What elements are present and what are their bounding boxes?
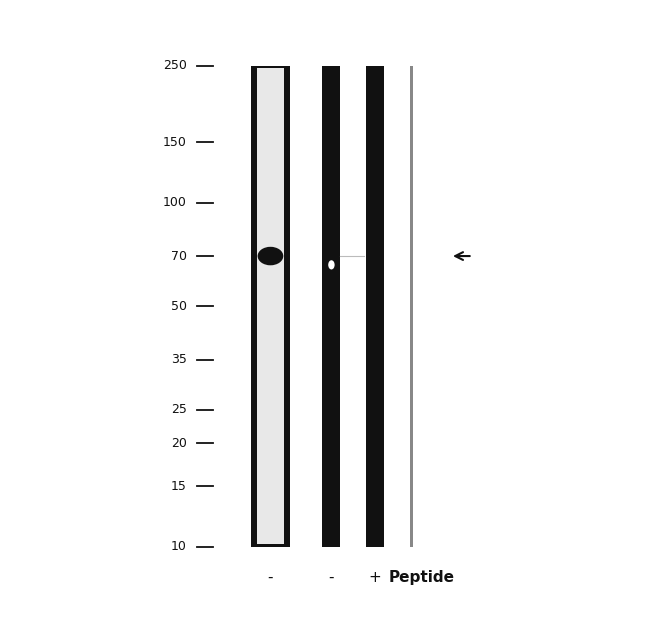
Text: Peptide: Peptide — [388, 570, 454, 585]
Ellipse shape — [328, 260, 335, 269]
Text: +: + — [369, 570, 382, 585]
Bar — [251, 66, 290, 547]
Text: 70: 70 — [171, 249, 187, 262]
Text: 150: 150 — [163, 136, 187, 149]
Bar — [257, 68, 284, 544]
Text: 10: 10 — [171, 541, 187, 553]
Text: -: - — [268, 570, 273, 585]
Text: 25: 25 — [171, 403, 187, 416]
Ellipse shape — [257, 247, 283, 265]
Text: 250: 250 — [163, 59, 187, 72]
Bar — [366, 66, 384, 547]
Text: -: - — [329, 570, 334, 585]
Text: 100: 100 — [163, 196, 187, 209]
Bar — [322, 66, 341, 547]
Bar — [410, 66, 413, 547]
Text: 20: 20 — [171, 437, 187, 450]
Text: 15: 15 — [171, 480, 187, 492]
Text: 50: 50 — [171, 300, 187, 313]
Text: 35: 35 — [171, 353, 187, 366]
